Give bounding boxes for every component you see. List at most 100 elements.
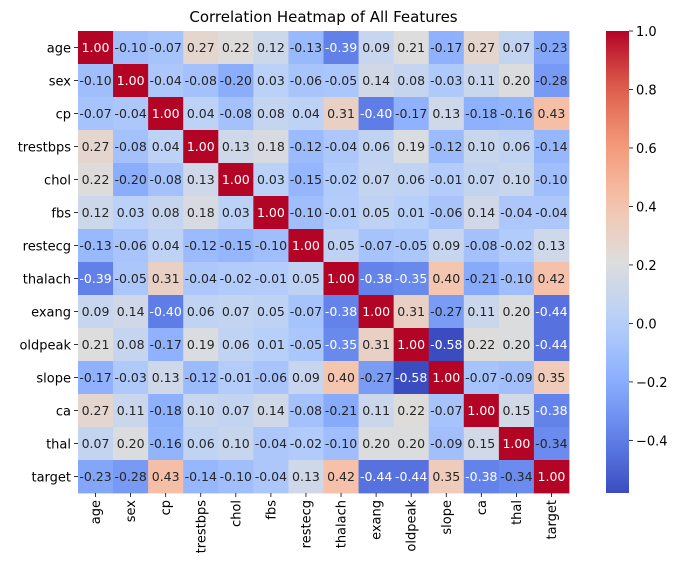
cell-value: 0.01 <box>397 205 425 220</box>
cell-value: 0.18 <box>257 139 285 154</box>
heatmap-cell <box>288 394 324 428</box>
heatmap-cell <box>183 163 219 197</box>
heatmap-cell <box>393 163 430 197</box>
cell-value: -0.10 <box>220 469 252 484</box>
cell-value: -0.38 <box>465 469 497 484</box>
heatmap-cell <box>498 97 535 131</box>
heatmap-cell <box>533 97 570 131</box>
cell-value: -0.34 <box>535 436 567 451</box>
heatmap-cell <box>148 262 184 296</box>
heatmap-cell <box>463 196 500 230</box>
heatmap-cell <box>148 295 184 329</box>
row-label: slope <box>36 372 71 387</box>
heatmap-cell <box>428 361 465 395</box>
heatmap-cell <box>498 64 535 98</box>
heatmap-cell <box>78 295 114 329</box>
cell-value: 0.27 <box>187 40 215 55</box>
heatmap-cell <box>113 295 149 329</box>
cell-value: 0.27 <box>82 403 110 418</box>
column-label: cp <box>159 500 174 515</box>
heatmap-cell <box>78 130 114 164</box>
heatmap-cell <box>218 427 254 461</box>
heatmap-cell <box>428 427 465 461</box>
heatmap-cell <box>148 130 184 164</box>
heatmap-cell <box>393 130 430 164</box>
cell-value: 0.27 <box>467 40 495 55</box>
colorbar-tick-label: 0.0 <box>636 317 657 332</box>
cell-value: -0.13 <box>79 238 111 253</box>
cell-value: -0.05 <box>290 337 322 352</box>
cell-value: -0.16 <box>500 106 532 121</box>
cell-value: 0.31 <box>362 337 390 352</box>
cell-value: -0.20 <box>114 172 146 187</box>
heatmap-cell <box>183 64 219 98</box>
heatmap-cell <box>253 97 289 131</box>
cell-value: 0.14 <box>257 403 285 418</box>
cell-value: 0.20 <box>362 436 390 451</box>
cell-value: 1.00 <box>152 106 180 121</box>
cell-value: -0.35 <box>395 271 427 286</box>
cell-value: 0.35 <box>432 469 460 484</box>
colorbar-gradient <box>606 31 629 493</box>
cell-value: 0.21 <box>397 40 425 55</box>
cell-value: -0.34 <box>500 469 532 484</box>
heatmap-cell <box>148 97 184 131</box>
heatmap-cell <box>218 262 254 296</box>
cell-value: 1.00 <box>432 370 460 385</box>
heatmap-cell <box>498 262 535 296</box>
row-label: target <box>31 471 71 486</box>
cell-value: 0.13 <box>152 370 180 385</box>
heatmap-cell <box>533 394 570 428</box>
heatmap-cell <box>463 361 500 395</box>
cell-value: 0.31 <box>327 106 355 121</box>
heatmap-cell <box>323 196 359 230</box>
heatmap-cell <box>253 427 289 461</box>
cell-value: 0.06 <box>187 304 215 319</box>
cell-value: -0.06 <box>255 370 287 385</box>
heatmap-cell <box>288 328 324 362</box>
cell-value: -0.05 <box>114 271 146 286</box>
cell-value: 0.03 <box>222 205 250 220</box>
cell-value: -0.08 <box>114 139 146 154</box>
cell-value: -0.04 <box>185 271 217 286</box>
heatmap-cell <box>463 97 500 131</box>
heatmap-cell <box>393 361 430 395</box>
cell-value: 0.11 <box>467 304 495 319</box>
column-label: oldpeak <box>405 500 420 552</box>
cell-value: -0.08 <box>290 403 322 418</box>
cell-value: 0.06 <box>187 436 215 451</box>
heatmap-cell <box>218 31 254 65</box>
heatmap-cell <box>393 262 430 296</box>
colorbar-tick-label: 1.0 <box>636 25 657 40</box>
cell-value: 0.09 <box>432 238 460 253</box>
heatmap-cell <box>358 394 395 428</box>
colorbar-tick-label: −0.4 <box>636 434 668 449</box>
heatmap-cell <box>113 460 149 494</box>
heatmap-cell <box>358 31 395 65</box>
cell-value: -0.38 <box>360 271 392 286</box>
heatmap-cell <box>323 295 359 329</box>
heatmap-cell <box>113 361 149 395</box>
cell-value: -0.07 <box>360 238 392 253</box>
heatmap-cell <box>78 97 114 131</box>
heatmap-cell <box>323 262 359 296</box>
heatmap-cell <box>218 361 254 395</box>
cell-value: -0.07 <box>79 106 111 121</box>
heatmap-cell <box>113 163 149 197</box>
heatmap-cell <box>183 229 219 263</box>
cell-value: 0.08 <box>397 73 425 88</box>
cell-value: -0.03 <box>114 370 146 385</box>
heatmap-cell <box>288 163 324 197</box>
heatmap-cell <box>148 196 184 230</box>
heatmap-cell <box>288 64 324 98</box>
heatmap-cell <box>78 64 114 98</box>
row-label: fbs <box>51 207 71 222</box>
cell-value: 0.06 <box>222 337 250 352</box>
colorbar: 1.0 0.8 0.6 0.4 0.2 0.0 −0.2 −0.4 <box>606 25 668 493</box>
heatmap-cell <box>253 229 289 263</box>
heatmap-cell <box>393 97 430 131</box>
heatmap-cell <box>323 130 359 164</box>
cell-value: -0.10 <box>290 205 322 220</box>
column-label: sex <box>124 500 139 523</box>
heatmap-cell <box>78 163 114 197</box>
